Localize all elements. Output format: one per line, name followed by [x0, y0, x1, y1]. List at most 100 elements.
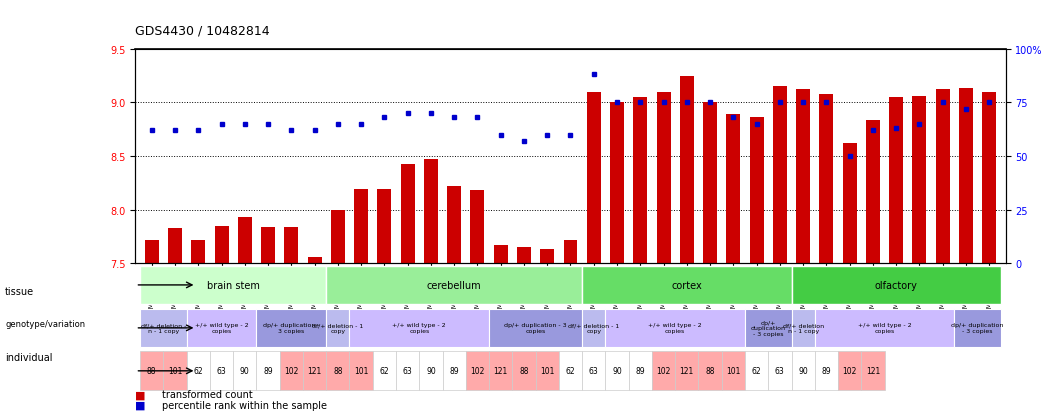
Bar	[145, 240, 158, 264]
Text: +/+ wild type - 2
copies: +/+ wild type - 2 copies	[195, 323, 248, 333]
FancyBboxPatch shape	[256, 351, 279, 390]
FancyBboxPatch shape	[187, 309, 256, 347]
FancyBboxPatch shape	[698, 351, 722, 390]
Text: 90: 90	[426, 366, 436, 375]
Bar	[354, 190, 368, 264]
FancyBboxPatch shape	[233, 351, 256, 390]
FancyBboxPatch shape	[489, 351, 513, 390]
Text: cerebellum: cerebellum	[427, 280, 481, 290]
Text: 88: 88	[147, 366, 156, 375]
Bar	[773, 87, 787, 264]
Text: 101: 101	[540, 366, 554, 375]
Bar	[936, 90, 949, 264]
FancyBboxPatch shape	[792, 351, 815, 390]
Bar	[401, 164, 415, 264]
Text: individual: individual	[5, 352, 53, 362]
FancyBboxPatch shape	[582, 351, 605, 390]
Bar	[447, 187, 462, 264]
FancyBboxPatch shape	[605, 309, 745, 347]
Text: GDS4430 / 10482814: GDS4430 / 10482814	[135, 24, 270, 37]
FancyBboxPatch shape	[815, 309, 954, 347]
Text: 88: 88	[333, 366, 343, 375]
Text: 102: 102	[843, 366, 857, 375]
Bar	[377, 190, 392, 264]
FancyBboxPatch shape	[140, 309, 187, 347]
Text: 121: 121	[866, 366, 880, 375]
FancyBboxPatch shape	[140, 266, 326, 304]
FancyBboxPatch shape	[628, 351, 652, 390]
Text: +/+ wild type - 2
copies: +/+ wild type - 2 copies	[648, 323, 702, 333]
FancyBboxPatch shape	[140, 351, 164, 390]
Bar	[796, 90, 810, 264]
FancyBboxPatch shape	[326, 266, 582, 304]
Text: 88: 88	[705, 366, 715, 375]
FancyBboxPatch shape	[443, 351, 466, 390]
Text: 121: 121	[307, 366, 322, 375]
Bar	[703, 103, 717, 264]
FancyBboxPatch shape	[768, 351, 792, 390]
Text: 121: 121	[494, 366, 507, 375]
FancyBboxPatch shape	[349, 351, 373, 390]
Bar	[517, 248, 531, 264]
Bar	[331, 210, 345, 264]
Bar	[540, 250, 554, 264]
Bar	[424, 160, 438, 264]
FancyBboxPatch shape	[326, 351, 349, 390]
FancyBboxPatch shape	[745, 309, 792, 347]
FancyBboxPatch shape	[582, 266, 792, 304]
Text: df/+ deletion - 1
copy: df/+ deletion - 1 copy	[313, 323, 364, 333]
Text: 62: 62	[566, 366, 575, 375]
Text: 63: 63	[217, 366, 226, 375]
Bar	[238, 218, 252, 264]
Text: 90: 90	[798, 366, 808, 375]
Text: 121: 121	[679, 366, 694, 375]
FancyBboxPatch shape	[373, 351, 396, 390]
Text: df/+ deletion
n - 1 copy: df/+ deletion n - 1 copy	[783, 323, 823, 333]
Bar	[284, 228, 298, 264]
Bar	[307, 257, 322, 264]
Text: 101: 101	[726, 366, 741, 375]
Bar	[959, 89, 973, 264]
FancyBboxPatch shape	[605, 351, 628, 390]
Text: ■: ■	[135, 389, 146, 399]
FancyBboxPatch shape	[279, 351, 303, 390]
Bar	[470, 191, 485, 264]
FancyBboxPatch shape	[303, 351, 326, 390]
Text: percentile rank within the sample: percentile rank within the sample	[162, 400, 326, 410]
Bar	[983, 93, 996, 264]
Text: dp/+
duplication
- 3 copies: dp/+ duplication - 3 copies	[750, 320, 786, 336]
FancyBboxPatch shape	[722, 351, 745, 390]
FancyBboxPatch shape	[815, 351, 838, 390]
Text: +/+ wild type - 2
copies: +/+ wild type - 2 copies	[858, 323, 912, 333]
Text: 62: 62	[194, 366, 203, 375]
FancyBboxPatch shape	[862, 351, 885, 390]
Text: 89: 89	[264, 366, 273, 375]
Text: df/+ deletion -
n - 1 copy: df/+ deletion - n - 1 copy	[141, 323, 187, 333]
Text: brain stem: brain stem	[206, 280, 259, 290]
FancyBboxPatch shape	[582, 309, 605, 347]
Bar	[749, 118, 764, 264]
FancyBboxPatch shape	[187, 351, 209, 390]
Bar	[913, 97, 926, 264]
Bar	[843, 144, 857, 264]
Text: 90: 90	[612, 366, 622, 375]
FancyBboxPatch shape	[792, 309, 815, 347]
Text: 63: 63	[589, 366, 599, 375]
Text: 101: 101	[354, 366, 368, 375]
Bar	[587, 93, 601, 264]
Bar	[679, 76, 694, 264]
FancyBboxPatch shape	[838, 351, 862, 390]
FancyBboxPatch shape	[513, 351, 536, 390]
FancyBboxPatch shape	[326, 309, 349, 347]
Text: 90: 90	[240, 366, 250, 375]
Text: 62: 62	[751, 366, 762, 375]
Bar	[215, 226, 228, 264]
Text: +/+ wild type - 2
copies: +/+ wild type - 2 copies	[393, 323, 446, 333]
FancyBboxPatch shape	[652, 351, 675, 390]
FancyBboxPatch shape	[792, 266, 1001, 304]
Text: 89: 89	[821, 366, 832, 375]
Text: 102: 102	[656, 366, 671, 375]
FancyBboxPatch shape	[466, 351, 489, 390]
FancyBboxPatch shape	[164, 351, 187, 390]
Text: transformed count: transformed count	[162, 389, 252, 399]
